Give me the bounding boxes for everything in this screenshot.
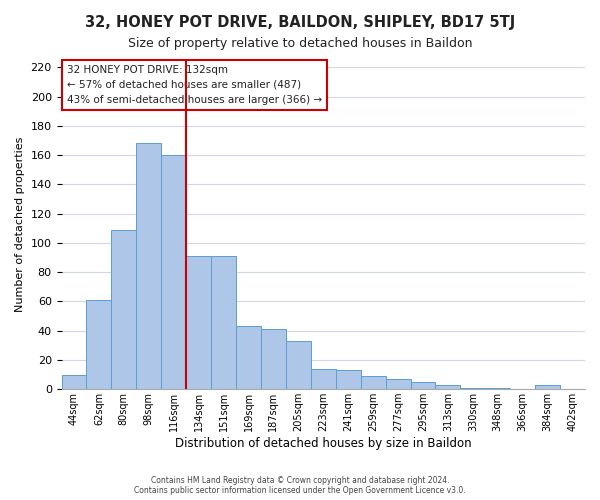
Text: Contains HM Land Registry data © Crown copyright and database right 2024.: Contains HM Land Registry data © Crown c… [151, 476, 449, 485]
Bar [211, 256, 236, 389]
Bar [485, 388, 510, 389]
Bar [361, 376, 386, 389]
Bar [62, 374, 86, 389]
Text: 32, HONEY POT DRIVE, BAILDON, SHIPLEY, BD17 5TJ: 32, HONEY POT DRIVE, BAILDON, SHIPLEY, B… [85, 15, 515, 30]
Y-axis label: Number of detached properties: Number of detached properties [15, 137, 25, 312]
Text: Size of property relative to detached houses in Baildon: Size of property relative to detached ho… [128, 38, 472, 51]
Bar [535, 385, 560, 389]
Bar [161, 155, 186, 389]
X-axis label: Distribution of detached houses by size in Baildon: Distribution of detached houses by size … [175, 437, 472, 450]
Bar [386, 379, 410, 389]
Bar [236, 326, 261, 389]
Bar [186, 256, 211, 389]
Bar [436, 385, 460, 389]
Bar [460, 388, 485, 389]
Bar [112, 230, 136, 389]
Text: 32 HONEY POT DRIVE: 132sqm
← 57% of detached houses are smaller (487)
43% of sem: 32 HONEY POT DRIVE: 132sqm ← 57% of deta… [67, 65, 322, 104]
Bar [261, 329, 286, 389]
Bar [136, 144, 161, 389]
Text: Contains public sector information licensed under the Open Government Licence v3: Contains public sector information licen… [134, 486, 466, 495]
Bar [86, 300, 112, 389]
Bar [311, 368, 336, 389]
Bar [410, 382, 436, 389]
Bar [336, 370, 361, 389]
Bar [286, 341, 311, 389]
